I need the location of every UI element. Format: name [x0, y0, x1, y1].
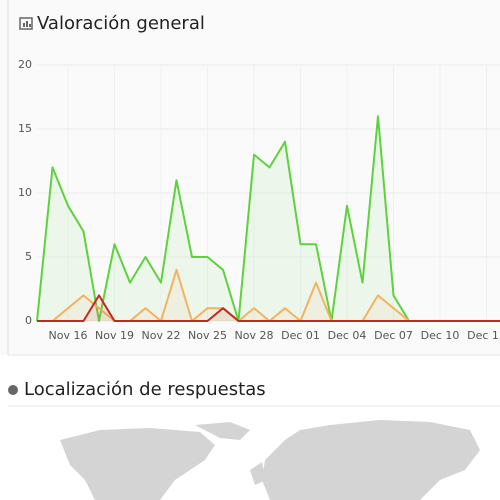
chart-icon — [19, 17, 33, 30]
x-tick-label: Nov 28 — [235, 329, 274, 342]
world-map — [60, 420, 480, 500]
section-title: Localización de respuestas — [24, 379, 266, 400]
x-tick-label: Dec 01 — [281, 329, 320, 342]
section-title: Valoración general — [37, 13, 205, 34]
x-tick-label: Dec 13 — [467, 329, 500, 342]
y-tick-label: 10 — [18, 186, 32, 199]
y-tick-label: 20 — [18, 58, 32, 71]
series-line — [37, 294, 500, 322]
x-tick-label: Nov 22 — [142, 329, 181, 342]
x-tick-label: Nov 19 — [95, 329, 134, 342]
x-tick-label: Nov 25 — [188, 329, 227, 342]
x-tick-label: Dec 04 — [328, 329, 367, 342]
globe-icon — [8, 385, 18, 395]
plot: 0 5 10 15 20 Nov 16 Nov 19 Nov 22 Nov 25 Nov 28 De… — [18, 58, 500, 342]
y-tick-label: 15 — [18, 122, 32, 135]
x-tick-label: Dec 07 — [374, 329, 413, 342]
x-tick-label: Nov 16 — [49, 329, 88, 342]
y-tick-label: 5 — [25, 250, 32, 263]
series-area — [37, 269, 500, 321]
y-tick-label: 0 — [25, 314, 32, 327]
x-tick-label: Dec 10 — [421, 329, 460, 342]
